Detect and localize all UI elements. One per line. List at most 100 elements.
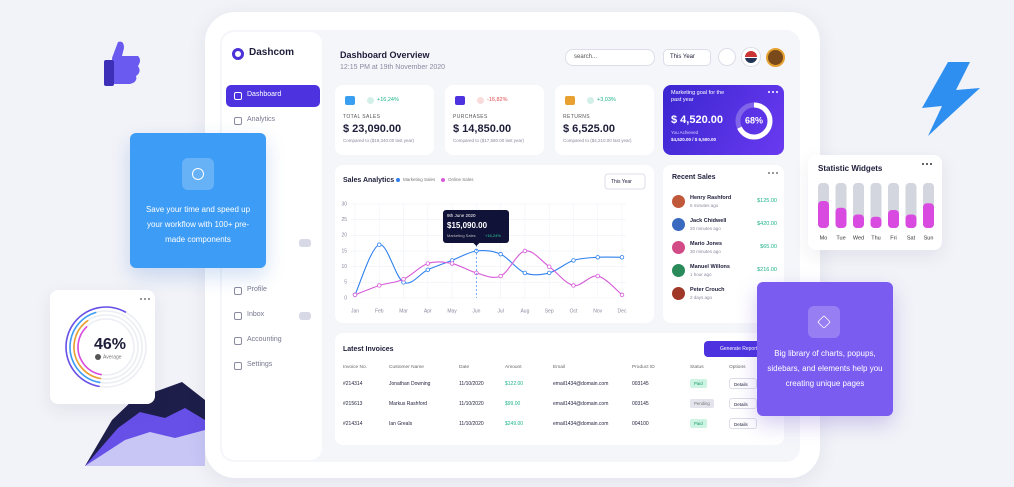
kpi-compare: Compared to ($4,210.00 last year) bbox=[563, 138, 632, 143]
bar bbox=[923, 203, 934, 228]
x-tick-label: Wed bbox=[853, 235, 864, 241]
kpi-change-dot bbox=[477, 97, 484, 104]
nav-badge bbox=[299, 239, 311, 247]
menu-dot bbox=[140, 298, 143, 301]
customer-name: Manuel Willons bbox=[690, 264, 730, 270]
details-select[interactable]: Details bbox=[729, 398, 757, 409]
bar-track bbox=[870, 183, 882, 228]
sale-amount: $420.00 bbox=[757, 221, 777, 227]
details-select[interactable]: Details bbox=[729, 378, 757, 389]
page-title: Dashboard Overview bbox=[340, 50, 430, 60]
kpi-label: TOTAL SALES bbox=[343, 114, 381, 120]
customer-name: Peter Crouch bbox=[690, 287, 725, 293]
nav-item[interactable]: Profile bbox=[247, 286, 267, 293]
details-label: Details bbox=[734, 381, 748, 387]
period-select[interactable] bbox=[663, 49, 711, 66]
line-point bbox=[595, 255, 600, 260]
column-header: Date bbox=[459, 365, 470, 370]
goal-title: Marketing goal for the past year bbox=[671, 90, 725, 103]
avatar bbox=[672, 264, 685, 277]
line-point bbox=[498, 251, 503, 257]
goal-caption: You Achieved bbox=[671, 130, 699, 135]
gauge-chart: 46%Average bbox=[65, 306, 147, 388]
sale-amount: $65.00 bbox=[760, 244, 777, 250]
nav-icon bbox=[234, 92, 242, 100]
menu-dot bbox=[772, 172, 775, 175]
nav-item[interactable]: Inbox bbox=[247, 311, 265, 318]
menu-dot bbox=[922, 163, 925, 166]
line-point bbox=[571, 283, 576, 288]
bar bbox=[853, 214, 864, 228]
nav-item[interactable]: Accounting bbox=[247, 336, 282, 343]
status-badge: Paid bbox=[690, 419, 707, 428]
nav-item[interactable]: Analytics bbox=[247, 116, 276, 123]
y-tick-label: 30 bbox=[341, 201, 347, 207]
sale-time: 5 minutes ago bbox=[690, 203, 719, 208]
line-series bbox=[354, 250, 623, 296]
line-point bbox=[546, 264, 552, 269]
sale-time: 2 days ago bbox=[690, 295, 713, 300]
table-cell: #214314 bbox=[343, 421, 363, 427]
x-tick-label: Nov bbox=[593, 308, 602, 314]
x-tick-label: Jul bbox=[497, 308, 503, 314]
nav-item[interactable]: Dashboard bbox=[247, 91, 282, 98]
goal-ring: 68% bbox=[735, 102, 773, 140]
table-cell: email1434@domain.com bbox=[553, 421, 609, 427]
widgets-chart: Mo Tue Wed Thu Fri Sat Sun bbox=[818, 183, 934, 241]
promo-icon bbox=[192, 168, 204, 180]
x-tick-label: May bbox=[447, 308, 457, 314]
lightning-icon bbox=[922, 62, 980, 136]
tooltip-label: Marketing Sales bbox=[447, 233, 476, 238]
line-point bbox=[377, 283, 382, 288]
promo-card-left bbox=[130, 133, 266, 268]
column-header: Invoice No. bbox=[343, 365, 367, 370]
y-tick-label: 25 bbox=[341, 217, 347, 223]
chart-title: Sales Analytics bbox=[343, 177, 394, 184]
table-cell: Ian Greals bbox=[389, 421, 413, 427]
sales-chart: Sales Analytics Marketing Sales Online Sal… bbox=[341, 173, 646, 314]
customer-name: Jack Chidwell bbox=[690, 218, 727, 224]
sale-time: 30 minutes ago bbox=[690, 249, 721, 254]
period-text: This Year bbox=[670, 54, 696, 60]
line-point bbox=[498, 273, 503, 279]
line-point bbox=[377, 242, 382, 247]
column-header: Product ID bbox=[632, 365, 655, 370]
kpi-compare: Compared to ($17,580.00 last year) bbox=[453, 138, 525, 143]
details-select[interactable]: Details bbox=[729, 418, 757, 429]
x-tick-label: Jun bbox=[472, 308, 480, 314]
x-tick-label: Aug bbox=[520, 308, 529, 314]
nav-item[interactable]: Settings bbox=[247, 361, 273, 368]
search-box[interactable]: search... bbox=[565, 49, 655, 66]
x-tick-label: Tue bbox=[836, 235, 845, 241]
x-tick-label: Dec bbox=[618, 308, 627, 314]
search-placeholder: search... bbox=[574, 54, 598, 60]
kpi-icon bbox=[455, 96, 465, 105]
x-tick-label: Sat bbox=[907, 235, 916, 241]
sale-time: 20 minutes ago bbox=[690, 226, 721, 231]
x-tick-label: Jan bbox=[351, 308, 359, 314]
notification-button[interactable] bbox=[718, 48, 736, 66]
kpi-label: PURCHASES bbox=[453, 114, 488, 120]
gauge-value: 46% bbox=[94, 336, 126, 353]
nav-icon bbox=[234, 117, 242, 125]
sale-time: 1 hour ago bbox=[690, 272, 712, 277]
invoices-title: Latest Invoices bbox=[343, 346, 394, 353]
table-cell: Markus Rashford bbox=[389, 401, 428, 407]
table-cell: 003145 bbox=[632, 401, 649, 407]
legend-label: Marketing Sales bbox=[403, 177, 436, 182]
user-avatar[interactable] bbox=[766, 48, 785, 67]
legend-dot bbox=[396, 178, 400, 182]
details-label: Details bbox=[734, 421, 748, 427]
y-tick-label: 0 bbox=[344, 295, 347, 301]
gauge-decor-arc bbox=[69, 310, 143, 384]
x-tick-label: Fri bbox=[890, 235, 896, 241]
line-point bbox=[352, 292, 358, 298]
y-tick-label: 15 bbox=[341, 248, 347, 254]
line-point bbox=[619, 255, 625, 260]
menu-dot bbox=[772, 91, 775, 94]
legend-dot bbox=[441, 178, 445, 182]
table-cell: email1434@domain.com bbox=[553, 381, 609, 387]
customer-name: Henry Rashford bbox=[690, 195, 732, 201]
